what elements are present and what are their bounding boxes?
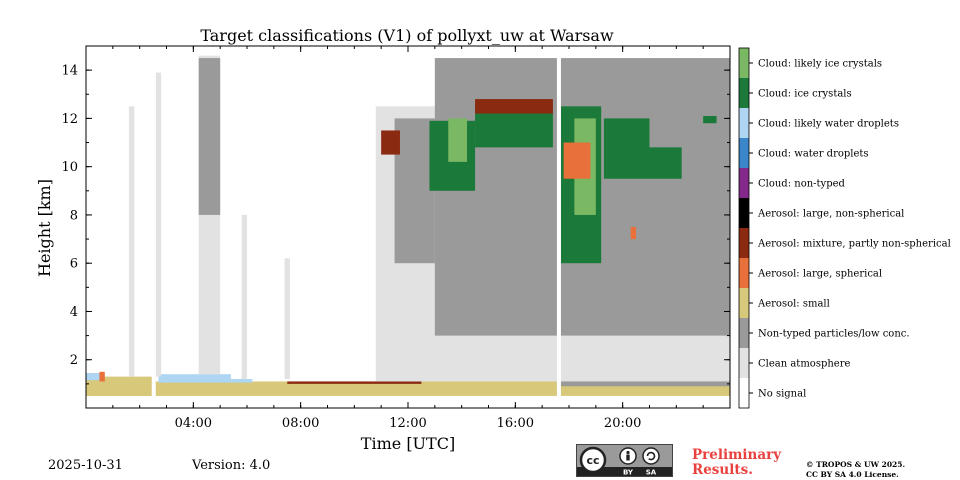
region-5 xyxy=(99,371,105,382)
y-tick-label: 4 xyxy=(70,305,78,320)
by-icon-body xyxy=(626,454,630,461)
y-tick-label: 8 xyxy=(70,208,78,223)
legend-swatch xyxy=(739,108,749,138)
sa-icon xyxy=(642,447,660,465)
legend-label: No signal xyxy=(758,389,806,400)
legend-swatch xyxy=(739,198,749,228)
y-axis-label: Height [km] xyxy=(35,179,54,277)
region-23 xyxy=(563,142,591,179)
region-16 xyxy=(394,118,435,264)
region-2 xyxy=(86,373,103,381)
legend-label: Cloud: non-typed xyxy=(758,179,846,190)
date-label: 2025-10-31 xyxy=(48,458,123,473)
region-12 xyxy=(155,72,162,377)
region-25 xyxy=(649,147,682,179)
y-tick-label: 2 xyxy=(70,353,78,368)
region-18 xyxy=(448,118,468,162)
x-axis-ticks: 04:00 08:00 12:00 16:00 20:00 xyxy=(112,46,704,431)
legend-swatch xyxy=(739,258,749,288)
legend-label: Aerosol: large, spherical xyxy=(757,269,882,280)
region-3 xyxy=(158,374,231,383)
legend-swatch xyxy=(739,138,749,168)
y-tick-label: 6 xyxy=(70,257,78,272)
y-tick-label: 10 xyxy=(61,160,78,175)
preliminary-notice: Preliminary Results. xyxy=(692,448,781,478)
y-axis-ticks: 2 4 6 8 10 12 14 xyxy=(61,64,730,385)
x-tick-label: 08:00 xyxy=(282,416,319,431)
legend-swatch xyxy=(739,378,749,408)
sa-icon-arrow xyxy=(646,451,656,461)
sa-label: SA xyxy=(646,469,657,477)
plot-area: 04:00 08:00 12:00 16:00 20:00 2 4 6 8 10 12 14 xyxy=(61,45,731,431)
region-4 xyxy=(230,379,253,383)
legend-swatch xyxy=(739,48,749,78)
y-tick-label: 12 xyxy=(61,112,78,127)
version-label: Version: 4.0 xyxy=(192,458,271,473)
legend-label: Non-typed particles/low conc. xyxy=(758,329,910,340)
preliminary-line-1: Preliminary xyxy=(692,447,782,463)
region-6 xyxy=(287,381,422,384)
gap-0 xyxy=(151,46,156,408)
region-20 xyxy=(475,99,553,114)
x-tick-label: 04:00 xyxy=(175,416,212,431)
legend-label: Aerosol: large, non-spherical xyxy=(757,209,904,220)
legend-label: Cloud: likely ice crystals xyxy=(758,59,882,70)
cc-icon xyxy=(579,446,607,474)
x-tick-label: 20:00 xyxy=(604,416,641,431)
legend-label: Aerosol: mixture, partly non-spherical xyxy=(757,239,951,250)
legend-label: Aerosol: small xyxy=(757,299,830,310)
region-11 xyxy=(128,106,135,377)
region-1 xyxy=(86,376,156,396)
legend-swatch xyxy=(739,348,749,378)
region-27 xyxy=(630,227,637,240)
legend-swatch xyxy=(739,78,749,108)
by-icon-head xyxy=(626,450,630,455)
classification-regions xyxy=(86,46,730,408)
copyright-notice: © TROPOS & UW 2025. CC BY SA 4.0 License… xyxy=(806,460,905,480)
x-tick-label: 12:00 xyxy=(389,416,426,431)
cc-icon-text: cc xyxy=(586,454,599,467)
copyright-line-1: © TROPOS & UW 2025. xyxy=(806,460,906,469)
legend-label: Clean atmosphere xyxy=(758,359,851,370)
region-28 xyxy=(703,115,717,124)
region-10 xyxy=(241,214,247,380)
x-tick-label: 16:00 xyxy=(497,416,534,431)
class-legend: Cloud: likely ice crystals Cloud: ice cry… xyxy=(738,47,951,409)
region-13 xyxy=(284,258,290,380)
legend-swatch xyxy=(739,318,749,348)
region-26 xyxy=(381,130,400,155)
by-label: BY xyxy=(623,469,634,477)
chart-title: Target classifications (V1) of pollyxt_u… xyxy=(200,26,614,45)
y-tick-label: 14 xyxy=(61,64,78,79)
legend-frame xyxy=(738,47,750,409)
gap-1 xyxy=(556,46,561,408)
legend-swatch xyxy=(739,228,749,258)
preliminary-line-2: Results. xyxy=(692,462,753,478)
copyright-line-2: CC BY SA 4.0 License. xyxy=(806,470,899,479)
legend-label: Cloud: ice crystals xyxy=(758,89,852,100)
license-badge: cc BY SA xyxy=(576,444,673,477)
x-axis-label: Time [UTC] xyxy=(361,434,455,453)
legend-swatch xyxy=(739,288,749,318)
legend-label: Cloud: likely water droplets xyxy=(758,119,899,130)
legend-swatch xyxy=(739,168,749,198)
region-24 xyxy=(603,118,650,179)
legend-label: Cloud: water droplets xyxy=(758,149,869,160)
region-14 xyxy=(198,58,221,215)
